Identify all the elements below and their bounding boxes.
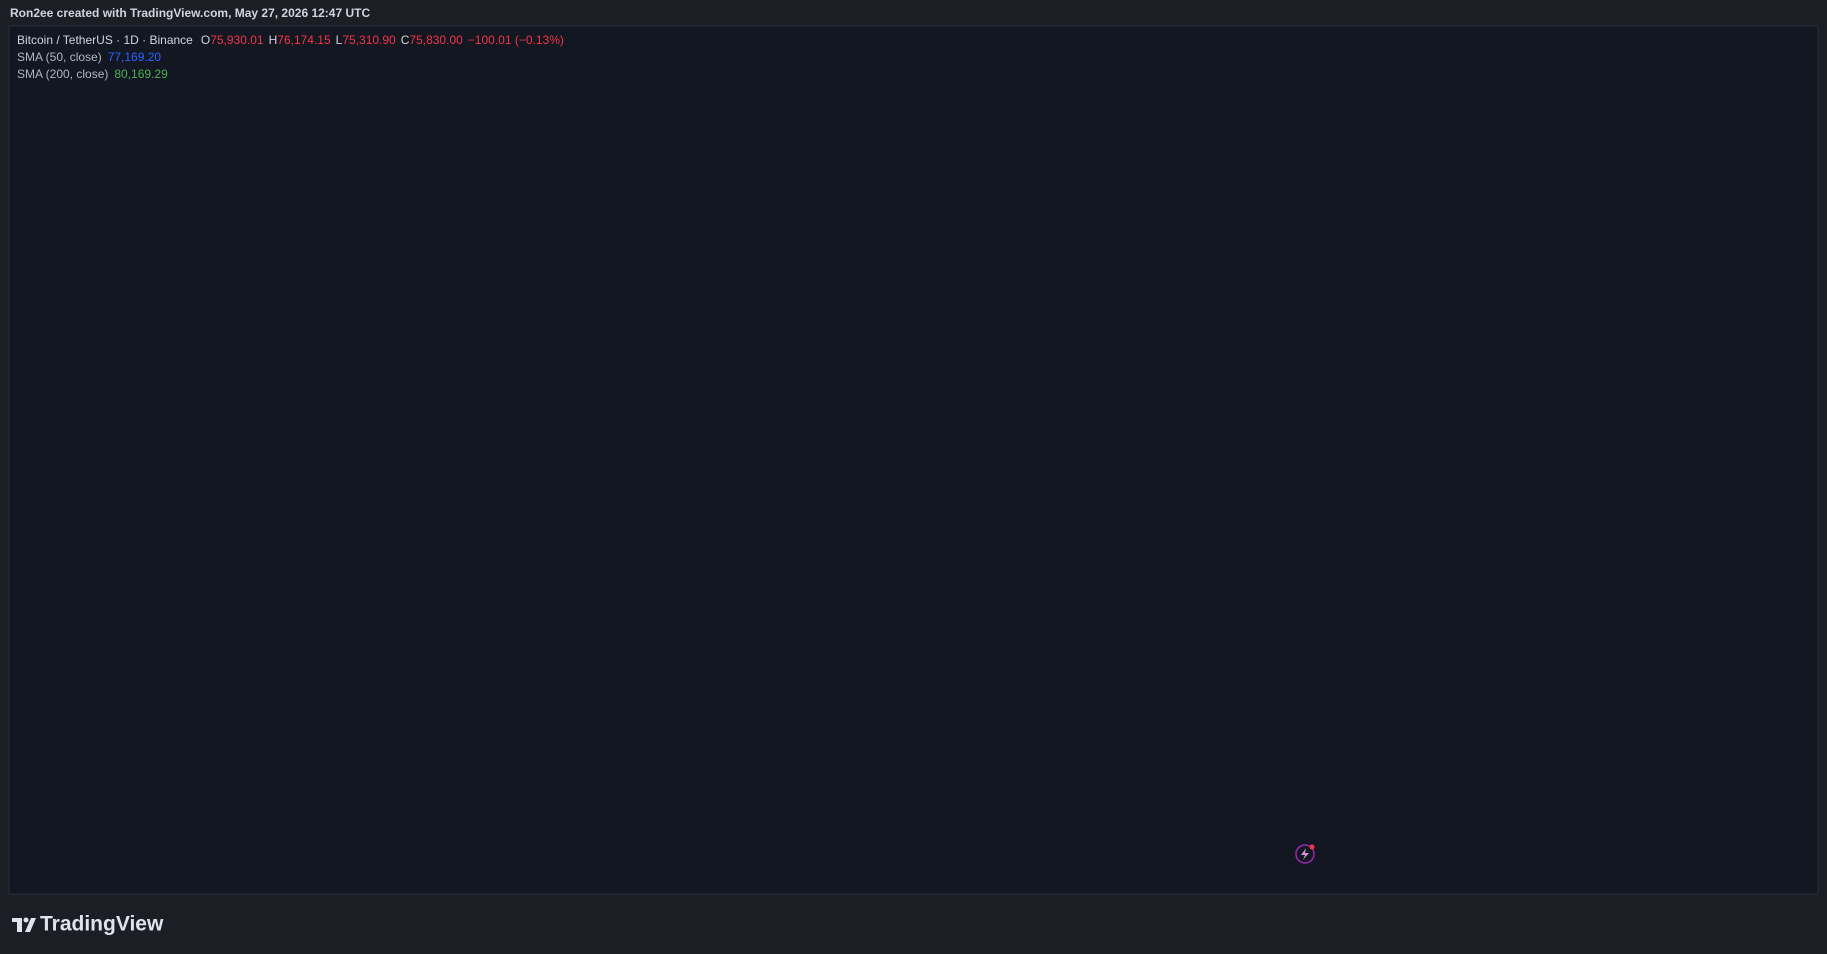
legend-entry: SMA (200, close) 80,169.29 (17, 67, 168, 81)
ohlc-key: H (269, 33, 278, 47)
ohlc-key: C (401, 33, 410, 47)
legend-value: 80,169.29 (114, 67, 168, 81)
chart-pane (8, 25, 1819, 895)
brand: TradingView (12, 913, 164, 936)
alert-icon (1295, 844, 1315, 864)
legend: Bitcoin / TetherUS · 1D · Binance O75,930… (17, 33, 564, 81)
brand-name: TradingView (40, 913, 164, 936)
ohlc-value: 75,310.90 (342, 33, 396, 47)
legend-name: SMA (50, close) (17, 50, 102, 64)
change: −100.01 (−0.13%) (468, 33, 564, 47)
ohlc-value: 75,930.01 (210, 33, 264, 47)
legend-value: 77,169.20 (108, 50, 162, 64)
ohlc-value: 76,174.15 (277, 33, 331, 47)
legend-name: SMA (200, close) (17, 67, 108, 81)
ohlc-value: 75,830.00 (409, 33, 463, 47)
legend-entry: SMA (50, close) 77,169.20 (17, 50, 161, 64)
credit: Ron2ee created with TradingView.com, May… (10, 6, 370, 20)
symbol-title: Bitcoin / TetherUS · 1D · Binance (17, 33, 193, 47)
ohlc-key: L (336, 33, 343, 47)
ohlc-key: O (201, 33, 210, 47)
legend-title: Bitcoin / TetherUS · 1D · Binance O75,930… (17, 33, 564, 47)
